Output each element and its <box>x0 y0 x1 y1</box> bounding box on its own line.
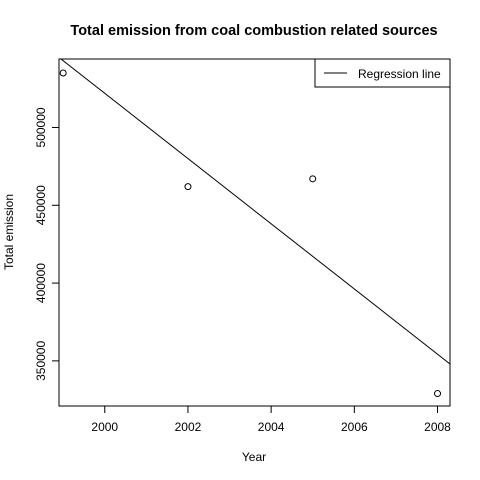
y-tick-label: 450000 <box>34 185 48 225</box>
x-axis-label: Year <box>242 450 266 464</box>
x-axis: 2000 2002 2004 2006 2008 <box>91 406 451 434</box>
x-tick-label: 2006 <box>341 420 368 434</box>
regression-line <box>60 59 450 365</box>
chart-marks <box>59 59 450 398</box>
y-tick-label: 350000 <box>34 341 48 381</box>
y-axis-label: Total emission <box>2 194 16 270</box>
data-point <box>59 69 67 77</box>
plot-frame <box>58 58 451 407</box>
legend: Regression line <box>314 58 451 88</box>
data-point <box>309 175 317 183</box>
x-tick-label: 2008 <box>424 420 451 434</box>
chart-title: Total emission from coal combustion rela… <box>70 23 437 39</box>
x-tick-label: 2004 <box>258 420 285 434</box>
x-tick-label: 2002 <box>175 420 202 434</box>
x-tick-label: 2000 <box>91 420 118 434</box>
data-point <box>184 183 192 191</box>
y-axis: 350000 400000 450000 500000 <box>34 107 59 381</box>
y-tick-label: 400000 <box>34 263 48 303</box>
data-point <box>434 390 442 398</box>
y-tick-label: 500000 <box>34 107 48 147</box>
legend-label-regression-line: Regression line <box>358 67 441 81</box>
